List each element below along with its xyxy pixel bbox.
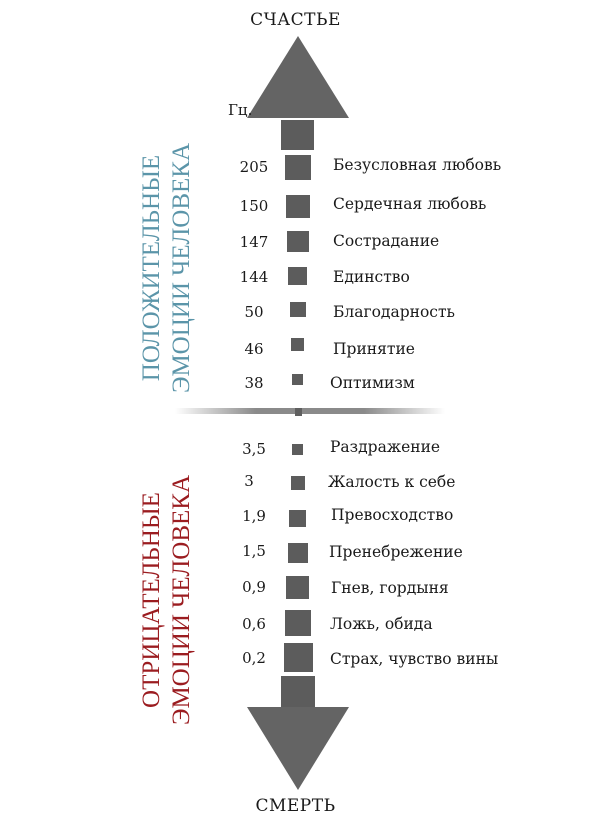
negative-title-line-1: ОТРИЦАТЕЛЬНЫЕ <box>138 492 165 708</box>
negative-value: 0,2 <box>242 649 266 667</box>
positive-value: 50 <box>244 303 264 321</box>
level-square <box>287 231 309 252</box>
divider-mark <box>295 408 302 416</box>
level-square <box>285 610 311 636</box>
level-square <box>291 338 304 351</box>
negative-label: Раздражение <box>330 438 441 456</box>
positive-value: 150 <box>239 197 269 215</box>
positive-label: Сострадание <box>333 232 440 250</box>
level-square <box>289 510 306 527</box>
negative-label: Превосходство <box>331 506 454 524</box>
divider-line <box>175 408 445 414</box>
negative-value: 0,6 <box>242 615 266 633</box>
positive-emotions-title: ПОЛОЖИТЕЛЬНЫЕ ЭМОЦИИ ЧЕЛОВЕКА <box>137 118 197 418</box>
unit-label: Гц. <box>228 101 253 119</box>
negative-label: Страх, чувство вины <box>330 650 499 668</box>
level-square <box>290 302 306 317</box>
positive-title-line-1: ПОЛОЖИТЕЛЬНЫЕ <box>138 154 165 382</box>
negative-value: 3 <box>244 472 254 490</box>
bottom-label-death: СМЕРТЬ <box>255 796 336 816</box>
positive-label: Оптимизм <box>330 374 415 392</box>
positive-value: 144 <box>239 268 269 286</box>
negative-label: Гнев, гордыня <box>331 579 449 597</box>
negative-label: Жалость к себе <box>328 473 456 491</box>
up-arrow-shaft <box>281 120 314 150</box>
level-square <box>288 267 307 285</box>
negative-value: 1,9 <box>242 507 266 525</box>
negative-value: 3,5 <box>242 440 266 458</box>
positive-label: Единство <box>333 268 410 286</box>
negative-emotions-title: ОТРИЦАТЕЛЬНЫЕ ЭМОЦИИ ЧЕЛОВЕКА <box>137 450 197 750</box>
positive-value: 147 <box>239 233 269 251</box>
level-square <box>284 643 313 672</box>
negative-label: Ложь, обида <box>330 615 433 633</box>
level-square <box>286 576 309 599</box>
positive-value: 38 <box>244 374 264 392</box>
level-square <box>285 155 311 180</box>
down-arrow-head <box>247 707 349 790</box>
positive-value: 46 <box>244 340 264 358</box>
positive-label: Благодарность <box>333 303 455 321</box>
positive-title-line-2: ЭМОЦИИ ЧЕЛОВЕКА <box>168 142 195 394</box>
negative-title-line-2: ЭМОЦИИ ЧЕЛОВЕКА <box>168 474 195 726</box>
down-arrow-shaft <box>281 676 315 707</box>
level-square <box>288 543 308 563</box>
negative-value: 0,9 <box>242 578 266 596</box>
level-square <box>286 195 310 218</box>
level-square <box>292 374 303 385</box>
negative-value: 1,5 <box>242 542 266 560</box>
up-arrow-head <box>247 36 349 118</box>
positive-label: Сердечная любовь <box>333 195 487 213</box>
positive-value: 205 <box>239 158 269 176</box>
positive-label: Принятие <box>333 340 415 358</box>
level-square <box>292 444 303 455</box>
level-square <box>291 476 305 490</box>
negative-label: Пренебрежение <box>329 543 463 561</box>
top-label-happiness: СЧАСТЬЕ <box>250 10 341 30</box>
positive-label: Безусловная любовь <box>333 156 502 174</box>
